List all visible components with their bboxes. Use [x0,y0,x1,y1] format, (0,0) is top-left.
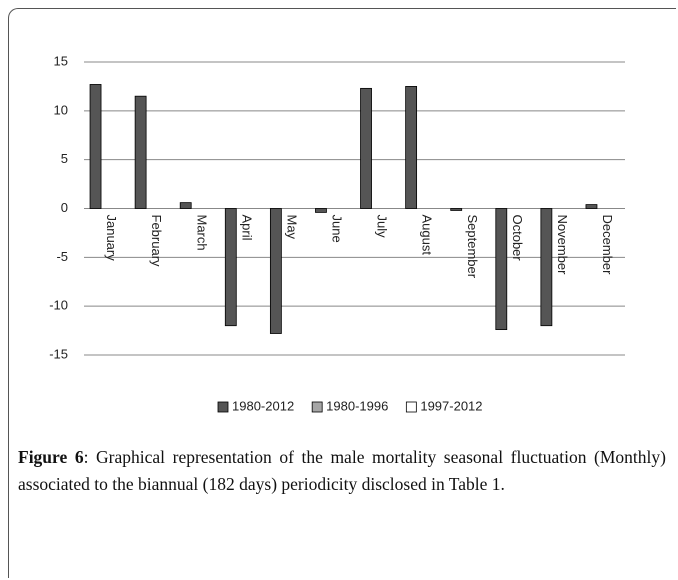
caption-text: : Graphical representation of the male m… [18,447,666,494]
bar [450,208,463,211]
legend-swatch [405,401,417,413]
bar [179,202,192,209]
caption: Figure 6: Graphical representation of th… [18,444,666,498]
y-tick-label: 5 [61,151,68,166]
bar [540,208,553,327]
bar [405,86,418,209]
y-tick-label: 10 [54,102,68,117]
x-tick-label: December [600,215,615,276]
x-tick-label: April [239,215,254,241]
y-tick-label: -15 [49,346,68,361]
y-tick-label: 0 [61,200,68,215]
bar [134,95,147,209]
x-tick-label: January [104,215,119,262]
bar [224,208,237,327]
x-tick-label: November [555,215,570,276]
x-tick-label: May [284,215,299,240]
bar [495,208,508,331]
legend-label: 1997-2012 [420,398,482,413]
chart: -15 -10 -5 0 5 10 15 January February March April M… [49,53,625,413]
bar [360,87,372,209]
legend-label: 1980-2012 [232,398,294,413]
legend-swatch [217,401,229,413]
y-tick-label: -10 [49,298,68,313]
bar [315,208,327,213]
legend-swatch [311,401,323,413]
x-tick-label: September [465,215,480,279]
x-tick-label: February [149,215,164,268]
x-tick-label: August [420,215,435,256]
y-tick-label: -5 [56,249,68,264]
x-tick-label: July [375,215,390,239]
bar [89,84,102,209]
y-tick-label: 15 [54,53,68,68]
x-tick-label: October [510,215,525,262]
legend-label: 1980-1996 [326,398,388,413]
figure-label: Figure 6 [18,447,84,467]
x-tick-label: June [330,215,345,243]
x-tick-label: March [194,215,209,251]
bar [269,208,282,334]
figure-frame [8,8,676,578]
bar [585,204,598,209]
